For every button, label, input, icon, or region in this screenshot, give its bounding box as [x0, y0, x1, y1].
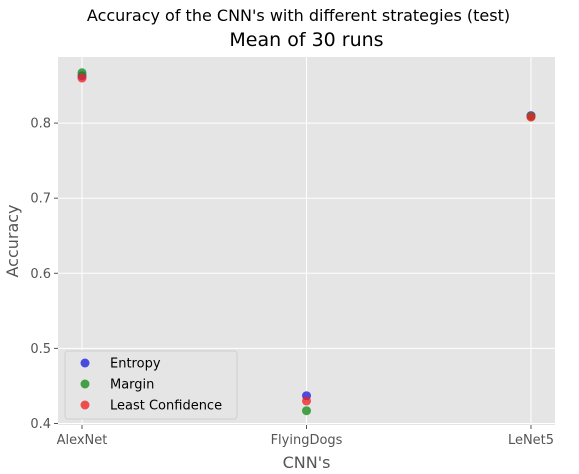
- x-tick-label: FlyingDogs: [271, 433, 343, 448]
- legend-marker: [80, 379, 90, 389]
- data-points: [77, 68, 536, 416]
- x-tick-label: LeNet5: [508, 433, 554, 448]
- legend-box: [64, 350, 238, 420]
- y-tick-label: 0.5: [30, 342, 51, 357]
- axis-ticks: 0.4 0.5 0.6 0.7 0.8 AlexNet FlyingDogs LeNet5: [30, 117, 554, 448]
- y-tick-label: 0.7: [30, 192, 51, 207]
- legend-label: Entropy: [110, 357, 161, 372]
- legend-marker: [80, 358, 90, 368]
- data-point: [77, 73, 87, 83]
- data-point: [302, 406, 311, 416]
- chart-suptitle: Accuracy of the CNN's with different str…: [86, 6, 511, 25]
- y-tick-label: 0.8: [30, 117, 51, 132]
- legend: Entropy Margin Least Confidence: [64, 350, 238, 420]
- data-point: [526, 112, 536, 122]
- x-tick-label: AlexNet: [57, 433, 108, 448]
- y-tick-label: 0.4: [30, 417, 51, 432]
- legend-label: Margin: [110, 378, 154, 393]
- x-axis-label: CNN's: [283, 453, 331, 472]
- chart-title: Mean of 30 runs: [229, 29, 384, 51]
- y-tick-label: 0.6: [30, 267, 51, 282]
- data-point: [302, 396, 311, 406]
- legend-label: Least Confidence: [110, 399, 222, 414]
- y-axis-label: Accuracy: [3, 204, 22, 277]
- legend-marker: [80, 400, 90, 410]
